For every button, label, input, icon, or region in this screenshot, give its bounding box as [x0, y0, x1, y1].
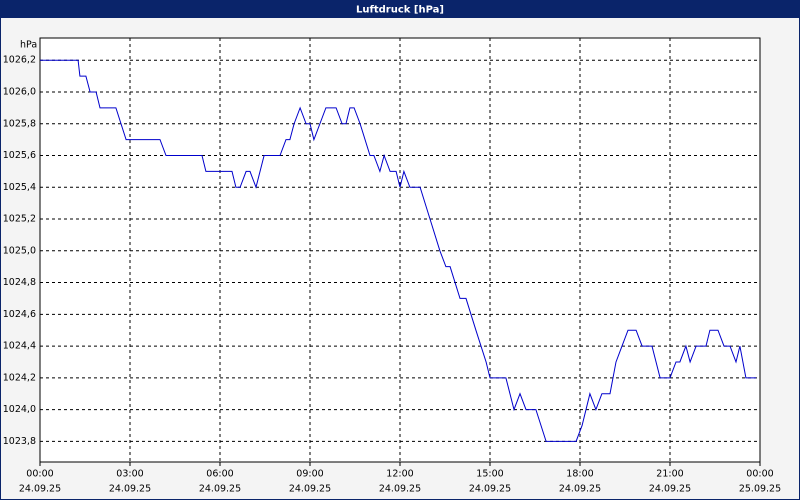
y-tick-label: 1026,0 — [3, 86, 36, 97]
y-axis-label: hPa — [20, 40, 37, 51]
y-tick-label: 1025,8 — [3, 118, 36, 129]
y-tick-label: 1025,2 — [3, 214, 36, 225]
x-tick-label: 03:00 — [116, 469, 143, 480]
x-tick-date: 24.09.25 — [559, 484, 601, 495]
x-tick-date: 24.09.25 — [109, 484, 151, 495]
data-line — [40, 59, 757, 442]
x-tick-date: 24.09.25 — [19, 484, 61, 495]
x-tick-label: 15:00 — [476, 469, 503, 480]
x-tick-date: 25.09.25 — [739, 484, 781, 495]
y-tick-label: 1024,2 — [3, 372, 36, 383]
y-tick-label: 1024,4 — [3, 341, 36, 352]
y-tick-label: 1023,8 — [3, 436, 36, 447]
x-tick-date: 24.09.25 — [469, 484, 511, 495]
x-tick-label: 21:00 — [656, 469, 683, 480]
x-tick-date: 24.09.25 — [649, 484, 691, 495]
x-tick-date: 24.09.25 — [199, 484, 241, 495]
y-tick-label: 1024,8 — [3, 277, 36, 288]
x-tick-label: 12:00 — [386, 469, 413, 480]
y-tick-label: 1026,2 — [3, 55, 36, 66]
x-tick-label: 00:00 — [26, 469, 53, 480]
x-tick-date: 24.09.25 — [289, 484, 331, 495]
x-tick-label: 18:00 — [566, 469, 593, 480]
title-bar — [0, 0, 800, 18]
chart-title: Luftdruck [hPa] — [356, 5, 444, 16]
x-tick-label: 09:00 — [296, 469, 323, 480]
y-tick-label: 1025,0 — [3, 245, 36, 256]
y-tick-label: 1024,6 — [3, 309, 36, 320]
x-tick-label: 06:00 — [206, 469, 233, 480]
x-tick-label: 00:00 — [746, 469, 773, 480]
y-tick-label: 1025,4 — [3, 182, 36, 193]
y-tick-label: 1024,0 — [3, 404, 36, 415]
y-tick-label: 1025,6 — [3, 150, 36, 161]
x-tick-date: 24.09.25 — [379, 484, 421, 495]
